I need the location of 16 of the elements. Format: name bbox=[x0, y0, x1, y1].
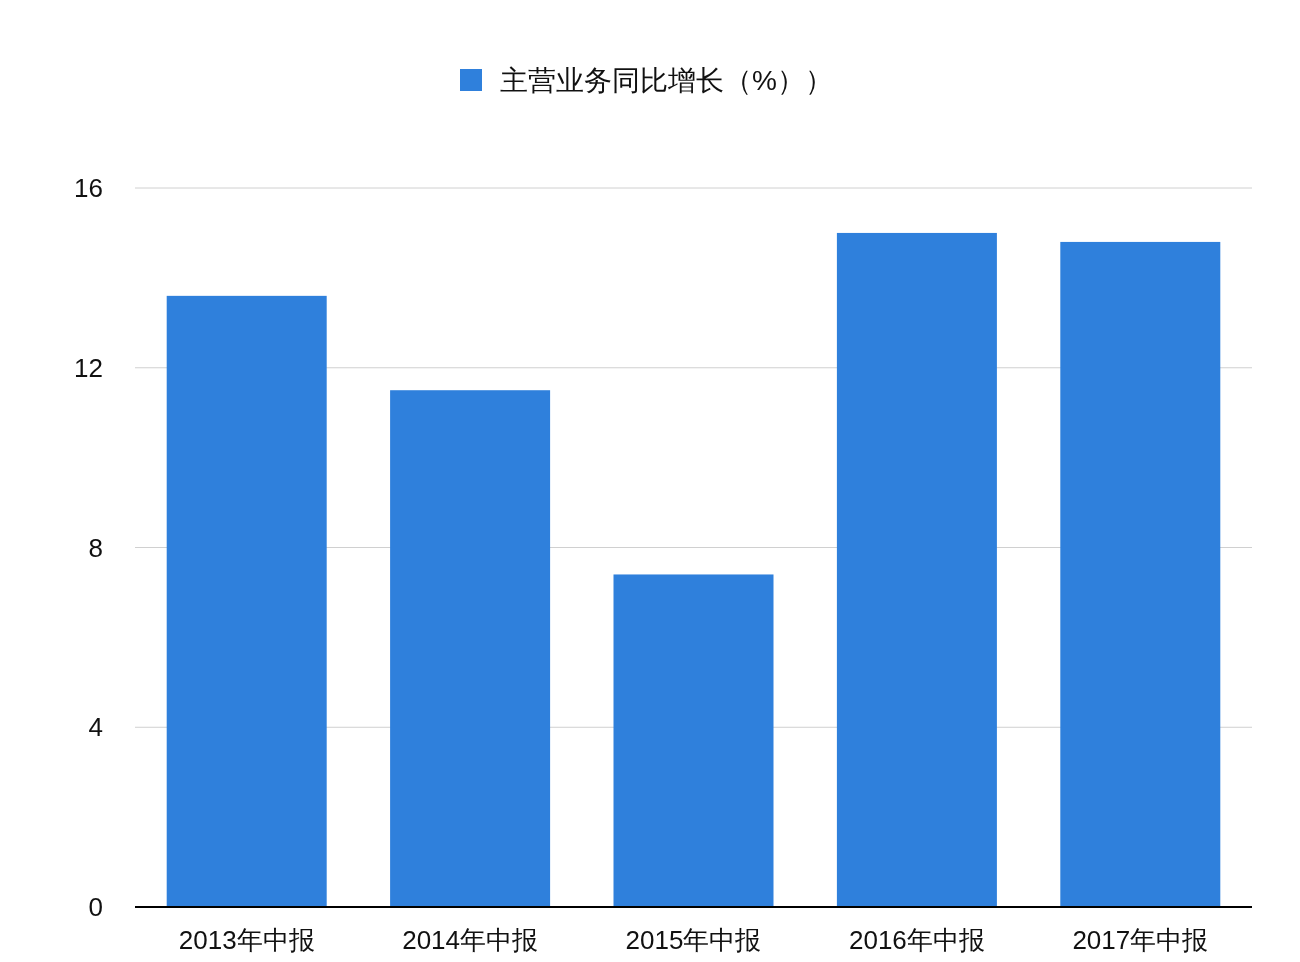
y-tick-label: 0 bbox=[88, 892, 103, 922]
x-tick-label: 2014年中报 bbox=[402, 925, 539, 955]
x-tick-label: 2017年中报 bbox=[1072, 925, 1209, 955]
bar bbox=[836, 232, 997, 907]
bar bbox=[166, 295, 327, 907]
y-tick-label: 8 bbox=[88, 532, 103, 563]
y-tick-label: 16 bbox=[74, 173, 103, 203]
y-tick-label: 4 bbox=[88, 712, 103, 743]
x-tick-label: 2016年中报 bbox=[848, 925, 985, 955]
x-tick-label: 2013年中报 bbox=[178, 925, 315, 955]
x-tick-label: 2015年中报 bbox=[625, 925, 762, 955]
bar bbox=[1060, 241, 1221, 907]
y-tick-label: 12 bbox=[74, 352, 103, 383]
bar bbox=[390, 390, 551, 907]
legend-label: 主营业务同比增长（%）） bbox=[500, 65, 833, 96]
bar bbox=[613, 574, 774, 907]
